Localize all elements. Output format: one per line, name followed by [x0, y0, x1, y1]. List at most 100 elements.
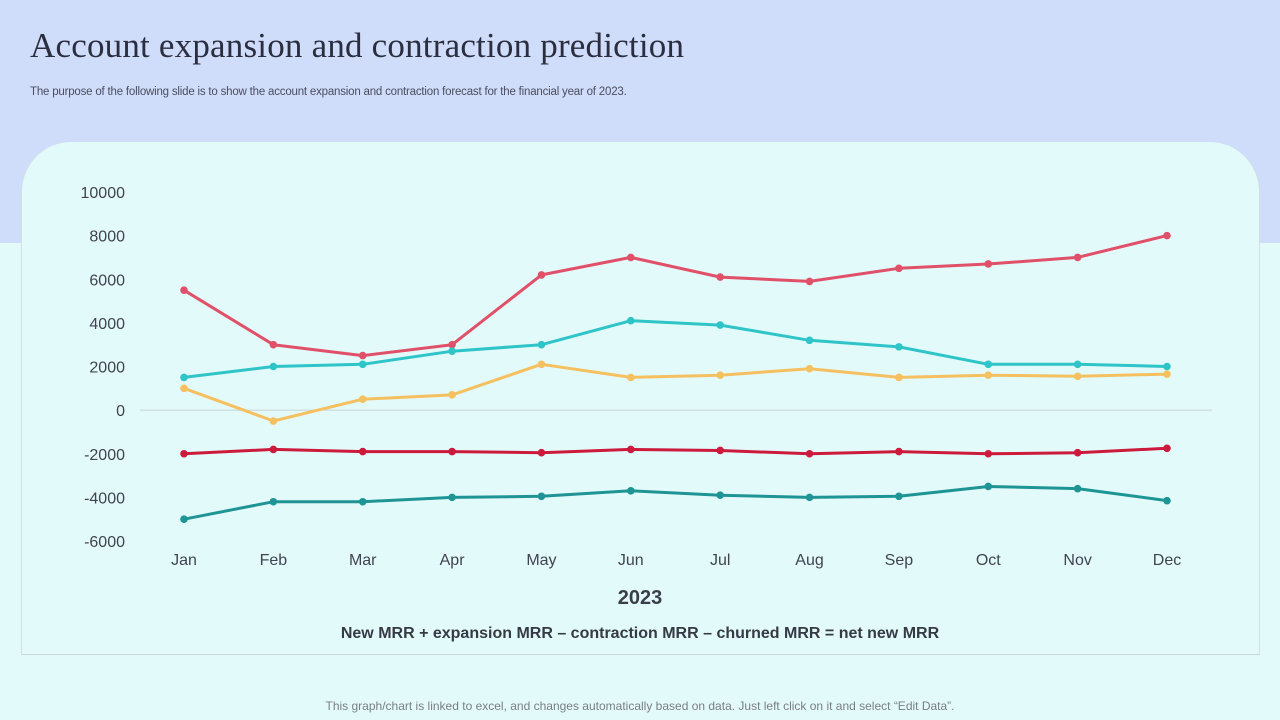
data-point[interactable]	[448, 391, 456, 399]
data-point[interactable]	[805, 449, 814, 458]
x-tick-label: Jun	[618, 552, 644, 569]
data-point[interactable]	[895, 492, 903, 501]
data-point[interactable]	[984, 371, 993, 380]
data-point[interactable]	[984, 449, 993, 458]
y-tick-label: -4000	[84, 490, 125, 507]
data-point[interactable]	[716, 321, 724, 329]
data-point[interactable]	[180, 449, 188, 458]
x-tick-label: May	[526, 552, 556, 569]
data-point[interactable]	[269, 340, 278, 349]
y-tick-label: 0	[116, 403, 125, 420]
data-point[interactable]	[716, 371, 724, 380]
data-point[interactable]	[895, 447, 903, 456]
data-point[interactable]	[984, 360, 993, 369]
data-point[interactable]	[1073, 484, 1082, 493]
y-tick-label: -6000	[84, 534, 125, 551]
data-point[interactable]	[358, 497, 367, 506]
data-point[interactable]	[537, 448, 546, 457]
chart-panel	[21, 142, 1260, 655]
data-point[interactable]	[269, 497, 278, 506]
data-point[interactable]	[448, 447, 456, 456]
slide-title: Account expansion and contraction predic…	[30, 26, 685, 65]
x-axis: Jan Feb Mar Apr May Jun Jul Aug Sep Oct Nov Dec	[171, 552, 1181, 569]
data-point[interactable]	[627, 316, 635, 325]
x-tick-label: Sep	[885, 552, 914, 569]
data-point[interactable]	[358, 351, 367, 360]
series-line[interactable]	[183, 446, 1168, 456]
data-point[interactable]	[537, 492, 546, 501]
x-tick-label: Mar	[349, 552, 377, 569]
data-point[interactable]	[448, 493, 456, 502]
data-point[interactable]	[1073, 372, 1082, 381]
series-3[interactable]	[180, 360, 1171, 425]
series-4[interactable]	[180, 444, 1171, 458]
data-point[interactable]	[537, 271, 546, 279]
series-2[interactable]	[180, 316, 1171, 382]
data-point[interactable]	[895, 343, 903, 351]
data-point[interactable]	[716, 491, 724, 499]
data-point[interactable]	[269, 417, 278, 425]
data-point[interactable]	[627, 445, 635, 454]
series-line[interactable]	[183, 362, 1168, 423]
data-point[interactable]	[895, 373, 903, 382]
data-point[interactable]	[1163, 362, 1171, 371]
data-point[interactable]	[895, 264, 903, 273]
data-point[interactable]	[269, 362, 278, 371]
x-tick-label: Oct	[976, 552, 1001, 569]
data-point[interactable]	[180, 515, 188, 523]
data-point[interactable]	[627, 373, 635, 382]
x-tick-label: Dec	[1153, 552, 1181, 569]
y-tick-label: -2000	[84, 447, 125, 464]
data-point[interactable]	[358, 395, 367, 404]
slide-subtitle: The purpose of the following slide is to…	[30, 86, 627, 98]
mrr-formula: New MRR + expansion MRR – contraction MR…	[340, 625, 940, 642]
series-1[interactable]	[180, 231, 1171, 360]
series-line[interactable]	[183, 319, 1168, 379]
x-tick-label: Jul	[710, 552, 730, 569]
x-tick-label: Nov	[1063, 552, 1091, 569]
series-line[interactable]	[183, 234, 1168, 358]
data-point[interactable]	[180, 286, 188, 294]
y-axis: 10000 8000 6000 4000 2000 0 -2000 -4000 -6000	[81, 185, 126, 551]
x-tick-label: Jan	[171, 552, 197, 569]
data-point[interactable]	[358, 447, 367, 456]
data-point[interactable]	[805, 493, 814, 502]
x-tick-label: Aug	[795, 552, 823, 569]
data-point[interactable]	[1163, 231, 1171, 240]
data-point[interactable]	[180, 373, 188, 382]
x-axis-title: 2023	[618, 587, 663, 609]
data-point[interactable]	[358, 360, 367, 369]
data-point[interactable]	[1073, 253, 1082, 262]
series-5[interactable]	[180, 482, 1171, 523]
data-point[interactable]	[1163, 444, 1171, 453]
data-point[interactable]	[1163, 370, 1171, 378]
data-point[interactable]	[627, 253, 635, 262]
data-point[interactable]	[269, 445, 278, 454]
data-point[interactable]	[448, 340, 456, 349]
y-tick-label: 6000	[89, 272, 125, 289]
data-point[interactable]	[716, 446, 724, 455]
data-point[interactable]	[716, 273, 724, 281]
data-point[interactable]	[984, 482, 993, 491]
data-point[interactable]	[1163, 496, 1171, 505]
x-tick-label: Apr	[440, 552, 466, 569]
data-point[interactable]	[1073, 360, 1082, 369]
y-tick-label: 10000	[81, 185, 126, 202]
y-tick-label: 2000	[89, 360, 125, 377]
data-point[interactable]	[180, 384, 188, 393]
data-point[interactable]	[805, 364, 814, 373]
data-point[interactable]	[627, 487, 635, 495]
data-point[interactable]	[537, 340, 546, 349]
data-point[interactable]	[805, 336, 814, 345]
y-tick-label: 4000	[89, 316, 125, 333]
data-point[interactable]	[448, 347, 456, 356]
y-tick-label: 8000	[89, 229, 125, 246]
data-point[interactable]	[537, 360, 546, 369]
series-line[interactable]	[183, 485, 1168, 521]
data-point[interactable]	[805, 277, 814, 286]
x-tick-label: Feb	[260, 552, 288, 569]
data-point[interactable]	[984, 260, 993, 268]
data-point[interactable]	[1073, 448, 1082, 457]
footnote: This graph/chart is linked to excel, and…	[325, 699, 955, 713]
